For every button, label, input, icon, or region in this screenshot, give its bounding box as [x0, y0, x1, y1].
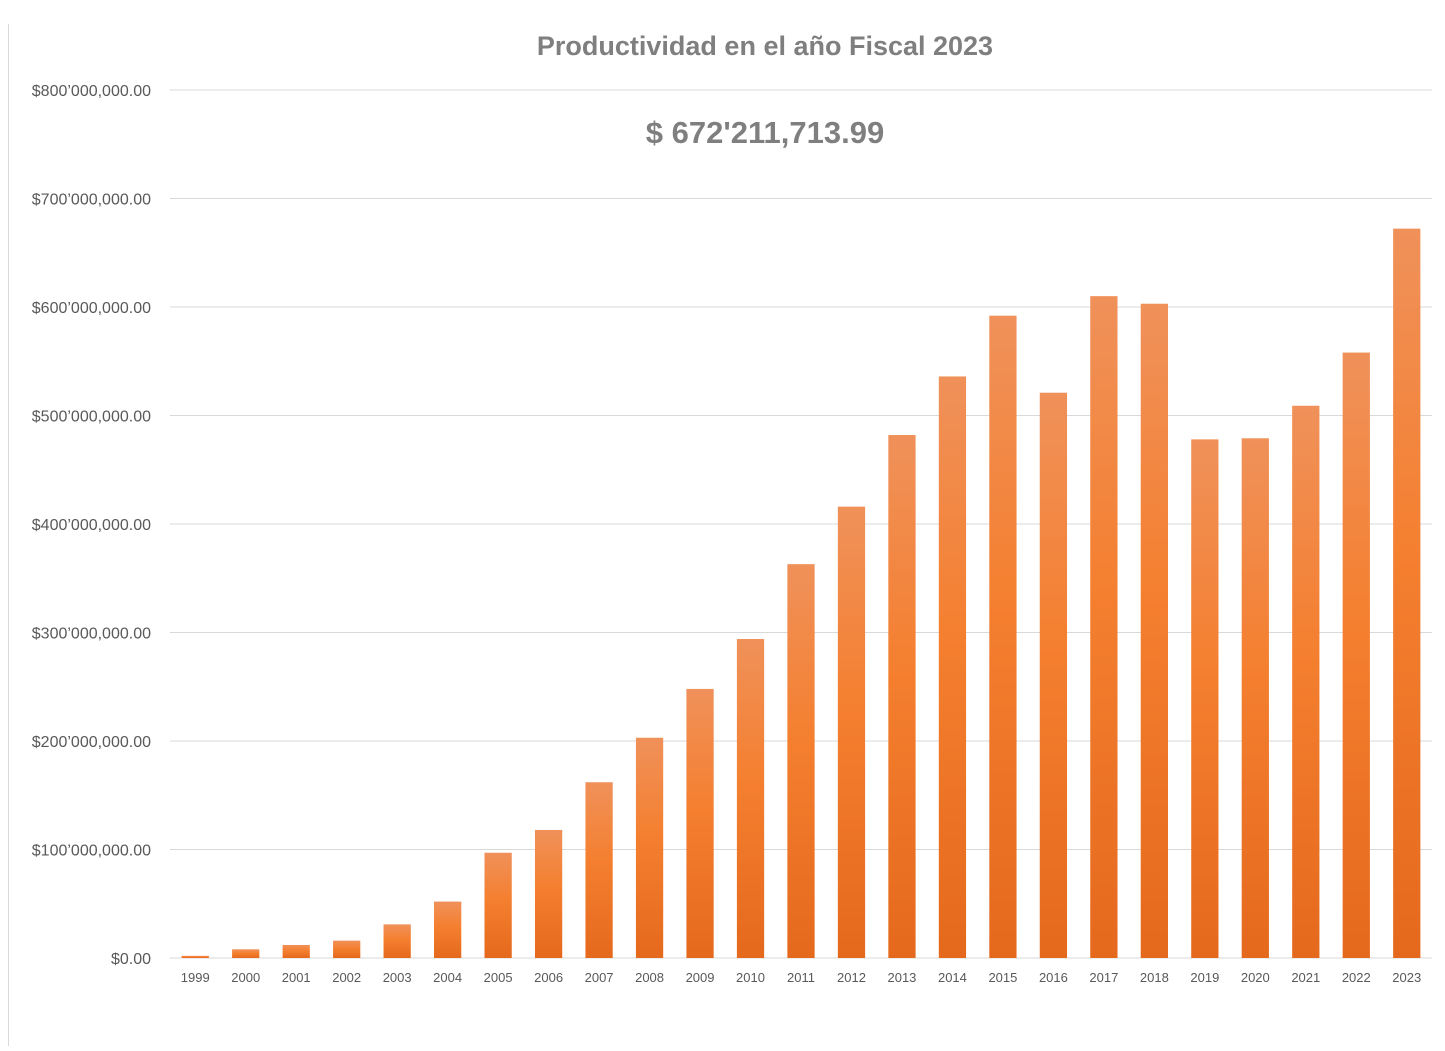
bar-2003 — [383, 924, 411, 958]
bar-2019 — [1191, 439, 1219, 958]
x-tick-label: 2011 — [787, 970, 815, 985]
x-tick-label: 2021 — [1291, 970, 1320, 985]
x-axis-ticks: 1999 2000 2001 2002 2003 2004 2005 2006 2007 2008… — [181, 970, 1421, 985]
x-tick-label: 2003 — [383, 970, 412, 985]
x-tick-label: 2000 — [231, 970, 260, 985]
y-axis-ticks: $0.00 $100’000,000.00 $200’000,000.00 $300’… — [32, 83, 151, 968]
y-tick-label: $100’000,000.00 — [32, 843, 151, 860]
bar-2006 — [534, 829, 563, 958]
x-tick-label: 2022 — [1342, 970, 1371, 985]
y-tick-label: $400’000,000.00 — [32, 517, 151, 534]
x-tick-label: 2008 — [635, 970, 664, 985]
bar-2016 — [1039, 392, 1068, 959]
x-tick-label: 2005 — [484, 970, 513, 985]
bar-2011 — [787, 564, 815, 958]
x-tick-label: 2015 — [988, 970, 1017, 985]
x-tick-label: 2002 — [332, 970, 361, 985]
x-tick-label: 2001 — [282, 970, 311, 985]
gridlines — [170, 89, 1432, 959]
bar-2023 — [1393, 228, 1421, 959]
y-tick-label: $800’000,000.00 — [32, 83, 151, 100]
x-tick-label: 2012 — [837, 970, 866, 985]
chart-border — [8, 24, 9, 1046]
bar-2009 — [686, 688, 714, 958]
bar-2002 — [333, 940, 361, 958]
bars — [181, 228, 1421, 959]
x-tick-label: 2017 — [1089, 970, 1118, 985]
x-tick-label: 2009 — [686, 970, 715, 985]
bar-2000 — [232, 949, 260, 958]
x-tick-label: 2016 — [1039, 970, 1068, 985]
bar-2007 — [585, 782, 613, 958]
bar-2017 — [1090, 296, 1118, 958]
x-tick-label: 2010 — [736, 970, 765, 985]
bar-2012 — [837, 506, 866, 958]
x-tick-label: 2020 — [1241, 970, 1270, 985]
y-tick-label: $500’000,000.00 — [32, 409, 151, 426]
bar-2005 — [484, 852, 512, 958]
bar-1999 — [181, 955, 209, 958]
y-tick-label: $200’000,000.00 — [32, 734, 151, 751]
y-tick-label: $700’000,000.00 — [32, 192, 151, 209]
x-tick-label: 2006 — [534, 970, 563, 985]
x-tick-label: 2004 — [433, 970, 462, 985]
bar-2021 — [1292, 405, 1320, 958]
y-tick-label: $300’000,000.00 — [32, 626, 151, 643]
x-tick-label: 2023 — [1392, 970, 1421, 985]
x-tick-label: 2013 — [887, 970, 916, 985]
bar-2013 — [888, 435, 916, 958]
total-callout: $ 672'211,713.99 — [646, 115, 884, 150]
x-tick-label: 2019 — [1190, 970, 1219, 985]
bar-2014 — [938, 376, 967, 958]
y-tick-label: $600’000,000.00 — [32, 300, 151, 317]
x-tick-label: 2007 — [585, 970, 614, 985]
x-tick-label: 1999 — [181, 970, 210, 985]
x-tick-label: 2018 — [1140, 970, 1169, 985]
y-tick-label: $0.00 — [111, 951, 151, 968]
bar-2008 — [635, 737, 664, 958]
bar-2004 — [434, 901, 462, 958]
x-tick-label: 2014 — [938, 970, 967, 985]
bar-2018 — [1140, 303, 1168, 958]
bar-2015 — [989, 315, 1017, 958]
bar-2022 — [1342, 352, 1370, 958]
bar-2001 — [282, 944, 310, 958]
bar-2010 — [736, 639, 765, 958]
bar-2020 — [1241, 438, 1269, 958]
chart-title: Productividad en el año Fiscal 2023 — [537, 31, 993, 61]
